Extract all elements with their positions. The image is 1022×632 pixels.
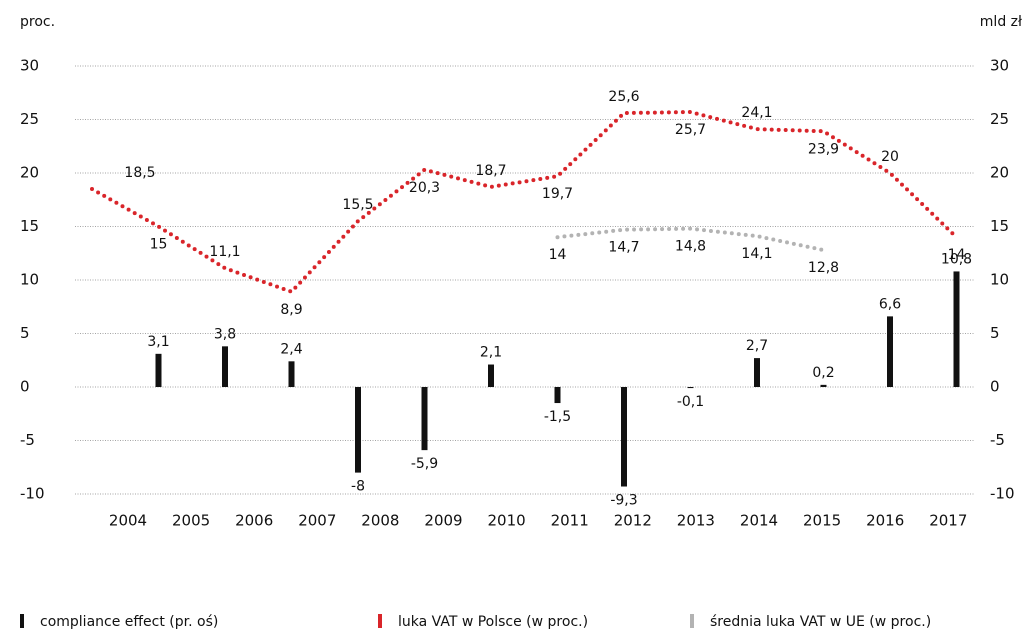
x-tick-label: 2017 bbox=[929, 512, 967, 530]
y2-tick-label: 30 bbox=[990, 57, 1009, 75]
x-tick-label: 2011 bbox=[551, 512, 589, 530]
data-label: 25,6 bbox=[608, 89, 639, 105]
x-tick-label: 2008 bbox=[361, 512, 399, 530]
legend-swatch bbox=[20, 614, 24, 628]
data-label: 2,4 bbox=[280, 341, 302, 357]
y-tick-label: 5 bbox=[20, 324, 30, 342]
data-label: 8,9 bbox=[280, 302, 302, 318]
data-label: 14 bbox=[549, 247, 567, 263]
x-tick-label: 2016 bbox=[866, 512, 904, 530]
bar bbox=[288, 361, 295, 387]
y2-axis-label: mld zł bbox=[980, 14, 1022, 30]
data-label: -1,5 bbox=[544, 409, 571, 425]
data-label: 15,5 bbox=[342, 197, 373, 213]
bar bbox=[754, 358, 760, 387]
data-label: 6,6 bbox=[879, 296, 901, 312]
y-tick-label: -10 bbox=[20, 485, 45, 503]
data-label: 25,7 bbox=[675, 122, 706, 138]
data-label: 24,1 bbox=[741, 105, 772, 121]
x-tick-label: 2012 bbox=[614, 512, 652, 530]
legend-label: compliance effect (pr. oś) bbox=[40, 614, 218, 630]
y-axis-label: proc. bbox=[20, 14, 55, 30]
x-tick-label: 2007 bbox=[298, 512, 336, 530]
data-label: 14,8 bbox=[675, 239, 706, 255]
y2-tick-label: 20 bbox=[990, 164, 1009, 182]
data-label: -9,3 bbox=[610, 493, 637, 509]
data-label: 20 bbox=[881, 149, 899, 165]
y-tick-label: 10 bbox=[20, 271, 39, 289]
legend-swatch bbox=[690, 614, 694, 628]
bar bbox=[887, 316, 893, 387]
bar bbox=[621, 387, 627, 487]
data-label: 14 bbox=[948, 247, 966, 263]
legend-label: luka VAT w Polsce (w proc.) bbox=[398, 614, 588, 630]
data-label: 0,2 bbox=[812, 365, 834, 381]
y-tick-label: -5 bbox=[20, 431, 35, 449]
y2-tick-label: 0 bbox=[990, 378, 1000, 396]
bar bbox=[421, 387, 428, 451]
data-label: 3,8 bbox=[214, 326, 236, 342]
data-label: 10,8 bbox=[941, 251, 972, 267]
y2-tick-label: 25 bbox=[990, 110, 1009, 128]
data-label: 14,1 bbox=[741, 246, 772, 262]
data-label: 20,3 bbox=[409, 180, 440, 196]
x-tick-label: 2015 bbox=[803, 512, 841, 530]
data-label: 15 bbox=[150, 237, 168, 253]
x-tick-label: 2005 bbox=[172, 512, 210, 530]
y2-tick-label: -5 bbox=[990, 431, 1005, 449]
data-label: 2,7 bbox=[746, 338, 768, 354]
data-label: 12,8 bbox=[808, 260, 839, 276]
bar bbox=[554, 387, 561, 404]
bar bbox=[953, 271, 960, 387]
y2-tick-label: 10 bbox=[990, 271, 1009, 289]
x-tick-label: 2010 bbox=[488, 512, 526, 530]
x-tick-label: 2009 bbox=[424, 512, 462, 530]
y2-tick-label: 5 bbox=[990, 324, 1000, 342]
data-label: 19,7 bbox=[542, 186, 573, 202]
bar bbox=[820, 384, 827, 387]
y-tick-label: 15 bbox=[20, 217, 39, 235]
data-label: 14,7 bbox=[608, 240, 639, 256]
x-tick-label: 2013 bbox=[677, 512, 715, 530]
legend-label: średnia luka VAT w UE (w proc.) bbox=[710, 614, 931, 630]
data-label: 11,1 bbox=[209, 244, 240, 260]
data-label: 23,9 bbox=[808, 141, 839, 157]
data-label: 18,7 bbox=[475, 163, 506, 179]
bar bbox=[355, 387, 361, 473]
y2-tick-label: 15 bbox=[990, 217, 1009, 235]
line bbox=[90, 110, 959, 295]
y-tick-label: 0 bbox=[20, 378, 30, 396]
data-label: 18,5 bbox=[124, 165, 155, 181]
bar bbox=[687, 387, 694, 389]
y-tick-label: 30 bbox=[20, 57, 39, 75]
data-label: 3,1 bbox=[147, 334, 169, 350]
x-tick-label: 2006 bbox=[235, 512, 273, 530]
y-tick-label: 25 bbox=[20, 110, 39, 128]
bar bbox=[155, 353, 162, 387]
data-label: 2,1 bbox=[480, 345, 502, 361]
y-tick-label: 20 bbox=[20, 164, 39, 182]
y2-tick-label: -10 bbox=[990, 485, 1015, 503]
x-tick-label: 2004 bbox=[109, 512, 147, 530]
data-label: -0,1 bbox=[677, 394, 704, 410]
x-tick-label: 2014 bbox=[740, 512, 778, 530]
bar bbox=[488, 364, 494, 387]
legend-swatch bbox=[378, 614, 382, 628]
line bbox=[555, 226, 826, 253]
data-label: -5,9 bbox=[411, 456, 438, 472]
bar bbox=[222, 346, 228, 387]
data-label: -8 bbox=[351, 479, 365, 495]
